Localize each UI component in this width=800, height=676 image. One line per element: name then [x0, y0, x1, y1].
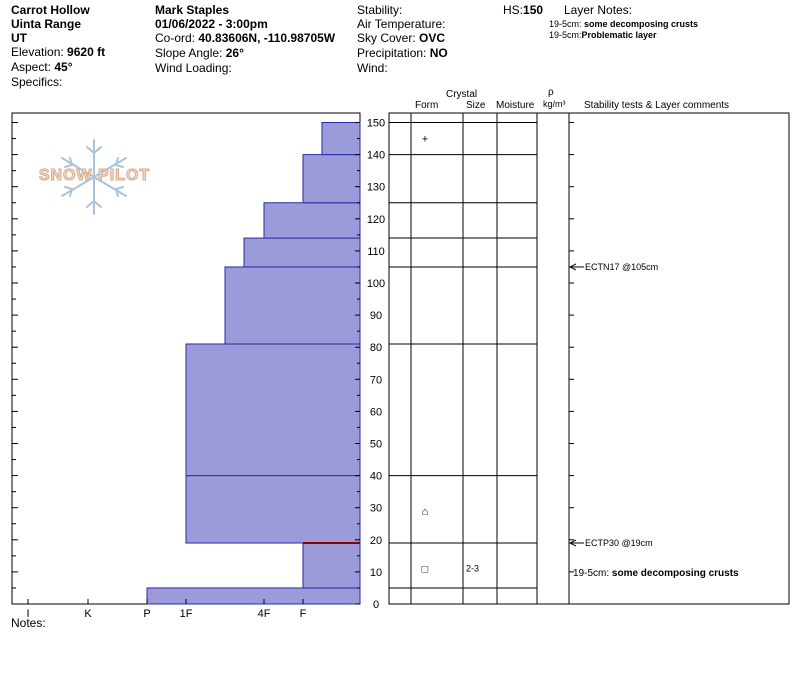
precip-label: Precipitation: [357, 46, 430, 60]
sky-label: Sky Cover: [357, 31, 420, 45]
hardness-tick-label: K [84, 608, 92, 620]
slope-field: Slope Angle: 26° [155, 46, 244, 60]
state-name: UT [11, 31, 27, 45]
hardness-plot: 0 10 20 30 40 50 60 70 80 90 100 110 120 130 140 150 I K P… [11, 112, 385, 620]
comments-header: Stability tests & Layer comments [584, 100, 730, 111]
hs-label: HS: [503, 3, 524, 17]
observer-name: Mark Staples [155, 3, 230, 17]
hardness-bar [263, 202, 361, 239]
stability-test-label: ECTN17 @105cm [585, 262, 658, 272]
aspect-field: Aspect: 45° [11, 60, 73, 74]
height-tick-label: 40 [370, 471, 382, 483]
grain-form-symbol: □ [422, 564, 429, 576]
density-unit: kg/m³ [543, 99, 566, 109]
height-tick-label: 150 [367, 118, 385, 130]
height-tick-label: 0 [373, 599, 379, 611]
grain-size-label: 2-3 [466, 564, 479, 574]
height-tick-label: 110 [367, 246, 385, 258]
aspect-label: Aspect: [11, 60, 55, 74]
height-tick-label: 130 [367, 182, 385, 194]
air-temp-label: Air Temperature: [357, 17, 446, 31]
height-tick-label: 20 [370, 535, 382, 547]
height-tick-label: 80 [370, 342, 382, 354]
coord-field: Co-ord: 40.83606N, -110.98705W [155, 31, 335, 45]
notes-label: Notes: [11, 616, 46, 630]
stability-label: Stability: [357, 3, 403, 17]
height-tick-label: 50 [370, 439, 382, 451]
hs-value: 150 [523, 3, 544, 17]
layer-notes-label: Layer Notes: [564, 3, 633, 17]
moisture-header: Moisture [496, 100, 535, 111]
density-symbol: ρ [548, 87, 554, 98]
logo-text: SNOW PILOT [38, 167, 151, 185]
size-header: Size [466, 100, 486, 111]
layer-note-2: 19-5cm:Problematic layer [549, 30, 657, 41]
hardness-tick-label: P [143, 608, 150, 620]
precip-field: Precipitation: NO [357, 46, 448, 60]
range-name: Uinta Range [11, 17, 82, 31]
elevation-value: 9620 ft [67, 45, 106, 59]
height-tick-label: 30 [370, 503, 382, 515]
snowpilot-logo: SNOW PILOT [32, 136, 157, 218]
hardness-tick-label: F [300, 608, 307, 620]
coord-label: Co-ord: [155, 31, 199, 45]
hardness-bar [146, 587, 361, 605]
height-tick-label: 120 [367, 214, 385, 226]
hardness-bar [302, 542, 361, 589]
crystal-table-frame [388, 112, 790, 605]
crystal-header: Crystal [446, 89, 478, 100]
hardness-bar [185, 343, 361, 477]
height-tick-label: 100 [367, 278, 385, 290]
hs-field: HS:150 [503, 3, 543, 17]
hardness-tick-label: I [26, 608, 29, 620]
height-tick-label: 60 [370, 406, 382, 418]
specifics-label: Specifics: [11, 75, 63, 89]
height-tick-label: 140 [367, 150, 385, 162]
wind-loading-label: Wind Loading: [155, 61, 232, 75]
hardness-tick-label: 1F [180, 608, 193, 620]
aspect-value: 45° [54, 60, 73, 74]
sky-field: Sky Cover: OVC [357, 31, 445, 45]
hardness-bar [185, 475, 361, 544]
hardness-bar [302, 154, 361, 204]
layer-note-range: 19-5cm: [549, 30, 582, 40]
layer-comment: 19-5cm: some decomposing crusts [573, 568, 739, 579]
hardness-bar [243, 237, 361, 268]
layer-note-1: 19-5cm: some decomposing crusts [549, 19, 698, 30]
stability-test-label: ECTP30 @19cm [585, 538, 653, 548]
layer-note-text: some decomposing crusts [584, 19, 699, 29]
layer-note-range: 19-5cm: [549, 19, 585, 29]
slope-value: 26° [225, 46, 244, 60]
stability-test-arrowhead [568, 539, 577, 547]
crystal-table: + ⌂ □ 2-3 ECTN17 @105cm ECTP30 @19cm 19-5cm: s… [388, 112, 790, 605]
sky-value: OVC [419, 31, 446, 45]
layer-comment-range: 19-5cm: [573, 568, 612, 579]
observation-datetime: 01/06/2022 - 3:00pm [155, 17, 268, 31]
height-tick-label: 90 [370, 310, 382, 322]
stability-test-arrowhead [568, 263, 577, 271]
layer-note-text: Problematic layer [581, 30, 657, 40]
hardness-tick-label: 4F [258, 608, 271, 620]
slope-label: Slope Angle: [155, 46, 226, 60]
location-name: Carrot Hollow [11, 3, 90, 17]
grain-form-symbol: + [422, 134, 428, 146]
elevation-label: Elevation: [11, 45, 68, 59]
coord-value: 40.83606N, -110.98705W [198, 31, 336, 45]
layer-comment-text: some decomposing crusts [612, 568, 739, 579]
snowflake-icon [61, 139, 127, 215]
grain-form-symbol: ⌂ [422, 506, 429, 518]
precip-value: NO [429, 46, 448, 60]
wind-label: Wind: [357, 61, 388, 75]
height-tick-label: 70 [370, 374, 382, 386]
height-tick-label: 10 [370, 567, 382, 579]
form-header: Form [415, 100, 439, 111]
elevation-field: Elevation: 9620 ft [11, 45, 105, 59]
hardness-bar [224, 266, 361, 345]
hardness-bar [321, 122, 361, 156]
